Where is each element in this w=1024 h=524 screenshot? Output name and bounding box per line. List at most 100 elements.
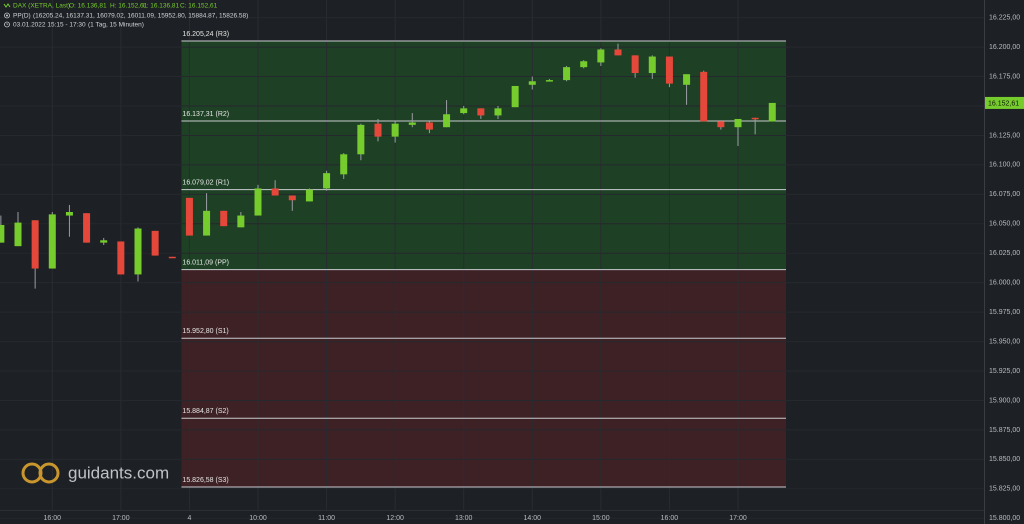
y-tick-label: 16.075,00 xyxy=(989,191,1020,198)
watermark-text: guidants.com xyxy=(68,463,169,482)
candles xyxy=(0,43,776,289)
candle-body xyxy=(528,81,536,85)
candle-body xyxy=(614,49,622,56)
x-tick-label: 16:00 xyxy=(44,515,62,522)
y-tick-label: 16.100,00 xyxy=(989,162,1020,169)
axes: 16.225,0016.200,0016.175,0016.150,0016.1… xyxy=(44,15,1024,522)
candle-body xyxy=(340,154,348,175)
candle-body xyxy=(751,117,759,120)
candle-body xyxy=(494,108,502,116)
candle-body xyxy=(31,220,39,269)
logo-right xyxy=(38,462,60,484)
candle-body xyxy=(271,188,279,196)
pivot-levels: 16.205,24 (R3) 16.137,31 (R2) 16.079,02 (R… xyxy=(181,31,786,488)
candle-body xyxy=(597,49,605,63)
candle-body xyxy=(631,55,639,74)
candle-body xyxy=(220,210,228,227)
candle-body xyxy=(237,215,245,228)
instrument-icon xyxy=(3,3,11,8)
indicator-icon xyxy=(4,12,10,19)
candle-body xyxy=(48,214,56,269)
candle-body xyxy=(443,114,451,128)
y-tick-label: 16.225,00 xyxy=(989,15,1020,22)
indicator-icon-dot xyxy=(6,14,8,17)
candle-body xyxy=(425,122,433,130)
candle-body xyxy=(357,124,365,155)
last-price-tag xyxy=(985,96,1024,109)
x-tick-label: 14:00 xyxy=(524,515,542,522)
y-tick-label: 15.850,00 xyxy=(989,456,1020,463)
candle-body xyxy=(288,195,296,201)
period-icon-hands xyxy=(6,23,9,25)
candle-body xyxy=(254,188,262,216)
y-tick-label: 15.825,00 xyxy=(989,486,1020,493)
y-tick-label: 16.175,00 xyxy=(989,73,1020,80)
candle-body xyxy=(323,173,331,189)
x-tick-label: 17:00 xyxy=(112,515,130,522)
candle-body xyxy=(151,230,159,256)
candle-body xyxy=(374,123,382,137)
candle-body xyxy=(100,240,108,243)
candle-body xyxy=(460,108,468,114)
x-tick-label: 17:00 xyxy=(729,515,747,522)
candle-body xyxy=(0,224,5,243)
x-tick-label: 10:00 xyxy=(249,515,267,522)
ohlc-close: C: 16.152,61 xyxy=(180,3,218,10)
candle-body xyxy=(477,108,485,116)
y-tick-label: 16.050,00 xyxy=(989,221,1020,228)
candle-body xyxy=(717,121,725,128)
y-tick-label: 16.125,00 xyxy=(989,132,1020,139)
pivot-label: 15.826,58 (S3) xyxy=(182,477,228,484)
pivot-zones xyxy=(181,40,786,487)
y-tick-label: 15.925,00 xyxy=(989,368,1020,375)
candle-body xyxy=(185,197,193,236)
interval: (1 Tag, 15 Minuten) xyxy=(88,22,144,29)
candle-body xyxy=(648,56,656,74)
y-tick-label: 15.800,00 xyxy=(989,515,1020,522)
candle-body xyxy=(665,56,673,84)
instrument: DAX (XETRA, Last) xyxy=(13,3,70,10)
ohlc-low: L: 16.136,81 xyxy=(143,3,180,10)
header: DAX (XETRA, Last) O: 16.136,81 H: 16.152… xyxy=(3,3,248,29)
y-tick-label: 15.975,00 xyxy=(989,309,1020,316)
x-tick-label: 11:00 xyxy=(318,515,335,522)
candle-body xyxy=(14,222,22,247)
candle-body xyxy=(391,123,399,137)
pivot-label: 16.137,31 (R2) xyxy=(182,111,229,118)
y-tick-label: 16.200,00 xyxy=(989,44,1020,51)
candle-body xyxy=(563,67,571,81)
candle-body xyxy=(83,213,91,243)
period: 03.01.2022 15:15 - 17:30 xyxy=(13,22,86,29)
y-tick-label: 15.900,00 xyxy=(989,397,1020,404)
pivot-label: 16.011,09 (PP) xyxy=(182,259,229,266)
support-zone xyxy=(181,269,786,487)
candle-body xyxy=(511,85,519,108)
ohlc-open: O: 16.136,81 xyxy=(69,3,107,10)
period-icon xyxy=(4,21,10,28)
pivot-label: 16.079,02 (R1) xyxy=(182,179,229,186)
pivot-label: 15.952,80 (S1) xyxy=(182,328,228,335)
grid xyxy=(51,0,739,510)
y-tick-label: 15.875,00 xyxy=(989,427,1020,434)
candle-body xyxy=(768,102,776,122)
candle-body xyxy=(134,228,142,275)
candle-body xyxy=(580,61,588,68)
x-tick-label: 15:00 xyxy=(592,515,610,522)
indicator-values: (16205.24, 16137.31, 16079.02, 16011.09,… xyxy=(33,13,248,20)
candle-body xyxy=(203,210,211,236)
y-tick-label: 16.000,00 xyxy=(989,280,1020,287)
candle-body xyxy=(700,71,708,122)
candle-body xyxy=(408,122,416,125)
y-tick-label: 16.025,00 xyxy=(989,250,1020,257)
candle-body xyxy=(305,189,313,202)
candle-body xyxy=(65,212,73,216)
resistance-zone xyxy=(181,40,786,270)
candle-body xyxy=(734,118,742,128)
x-tick-label: 16:00 xyxy=(661,515,679,522)
x-tick-label: 13:00 xyxy=(455,515,473,522)
candle-body xyxy=(168,256,176,259)
pivot-label: 15.884,87 (S2) xyxy=(182,408,228,415)
pivot-label: 16.205,24 (R3) xyxy=(182,31,229,38)
x-tick-label: 12:00 xyxy=(386,515,404,522)
